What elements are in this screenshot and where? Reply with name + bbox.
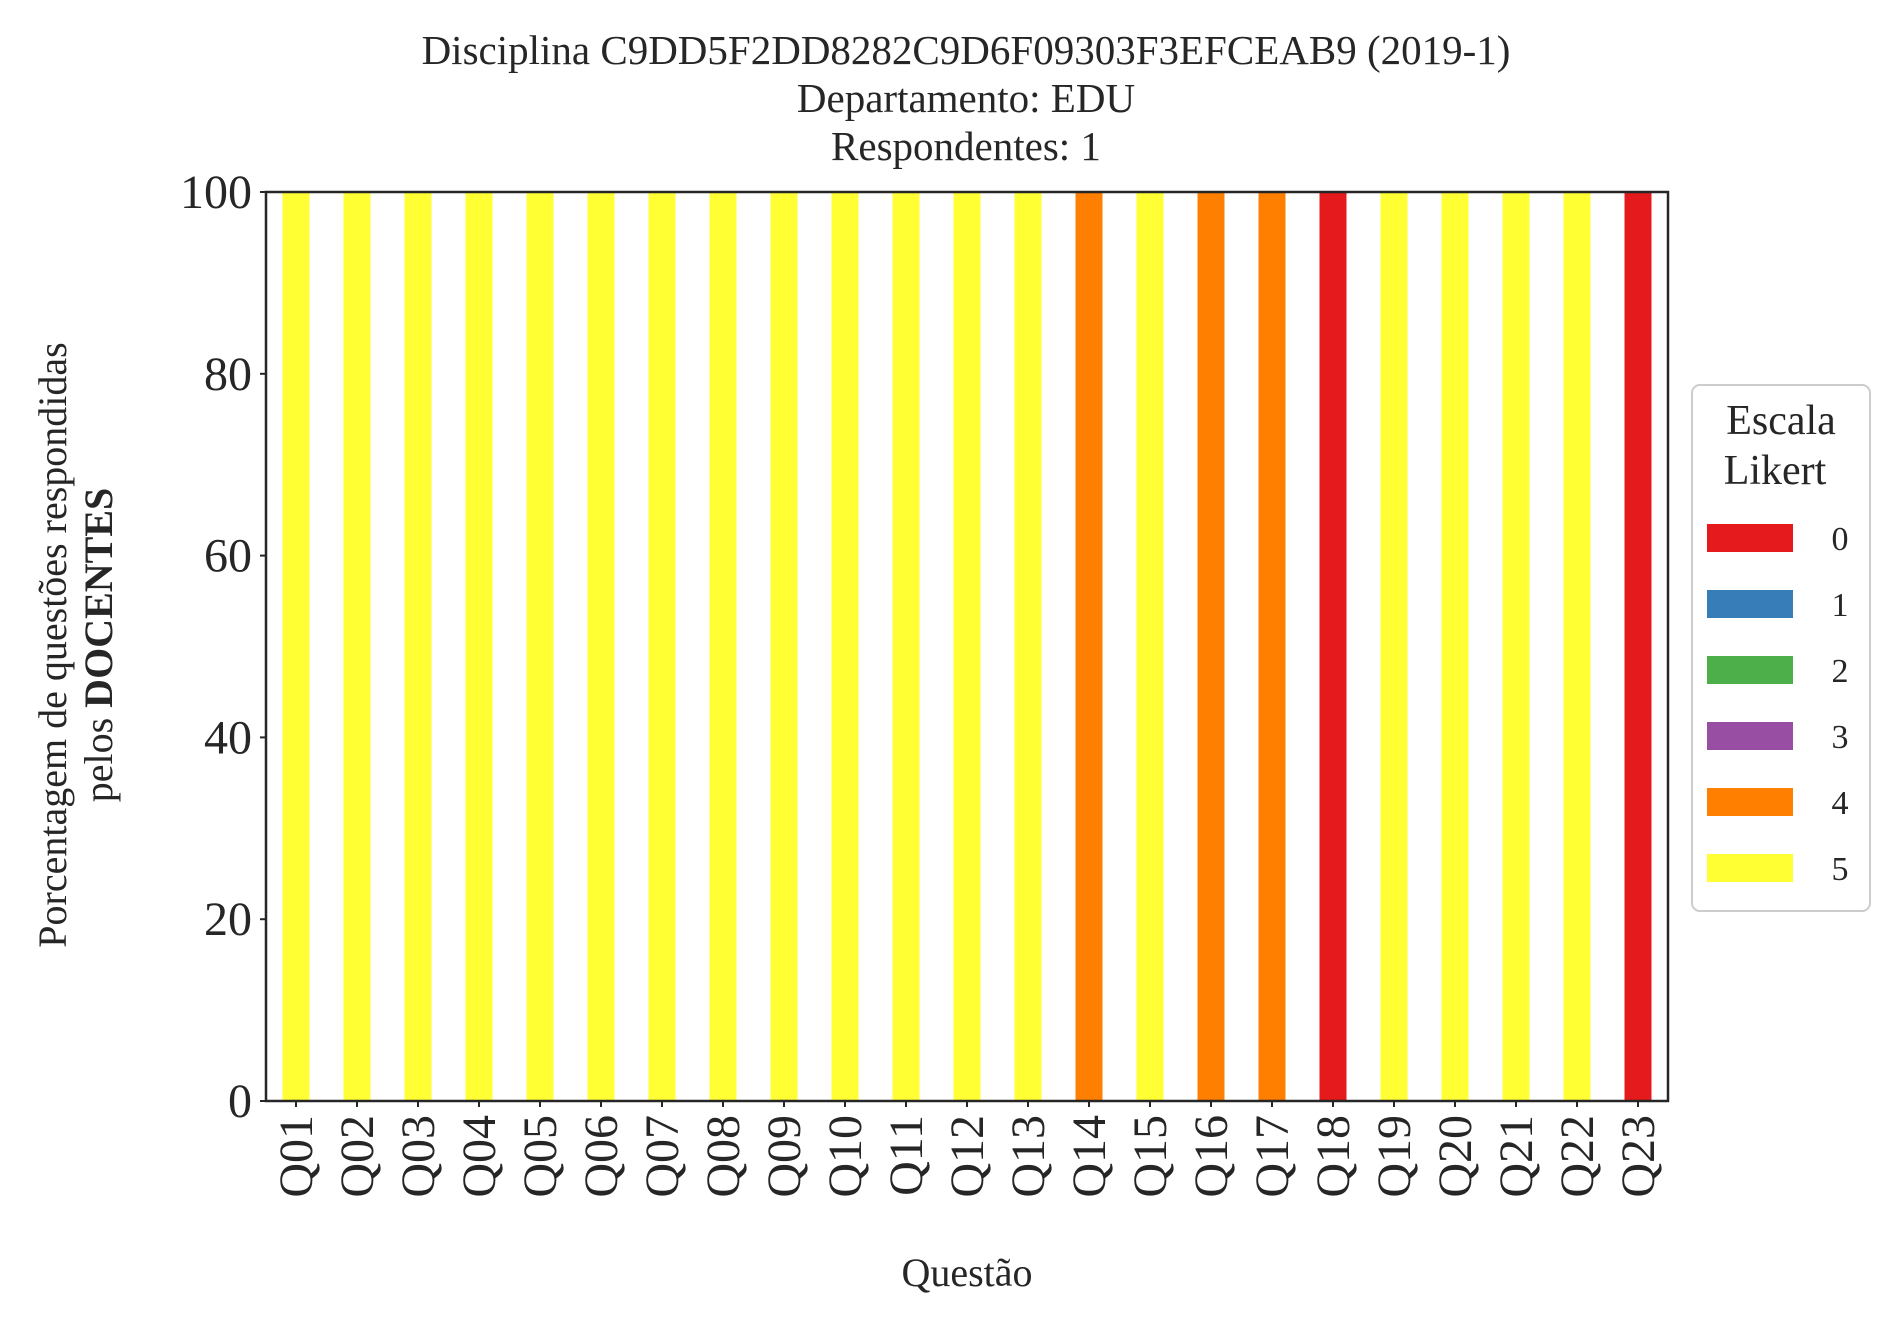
x-tick-label-Q19: Q19 — [1368, 1115, 1421, 1198]
x-tick-label-Q18: Q18 — [1307, 1115, 1360, 1198]
x-tick-label-Q17: Q17 — [1246, 1115, 1299, 1198]
bar-Q01-scale-5 — [282, 192, 310, 1101]
legend-swatch-5 — [1707, 854, 1793, 882]
bar-Q10-scale-5 — [831, 192, 859, 1101]
bar-Q23-scale-0 — [1624, 192, 1652, 1101]
bar-Q05-scale-5 — [526, 192, 554, 1101]
bar-Q04-scale-5 — [465, 192, 493, 1101]
x-axis-ticks: Q01 Q02 Q03 Q04 Q05 Q06 Q07 Q08 Q09 Q10 Q11 Q12 Q13 Q… — [270, 1101, 1665, 1198]
legend-label-4: 4 — [1832, 785, 1849, 822]
x-tick-label-Q23: Q23 — [1612, 1115, 1665, 1198]
bar-Q06-scale-5 — [587, 192, 615, 1101]
x-tick-label-Q16: Q16 — [1185, 1115, 1238, 1198]
bar-Q03-scale-5 — [404, 192, 432, 1101]
legend-swatch-4 — [1707, 788, 1793, 816]
legend-label-3: 3 — [1832, 719, 1849, 756]
x-tick-label-Q20: Q20 — [1429, 1115, 1482, 1198]
bar-Q17-scale-4 — [1258, 192, 1286, 1101]
legend-title-line-2: Likert — [1724, 448, 1827, 494]
x-tick-label-Q12: Q12 — [941, 1115, 994, 1198]
y-axis-label: Porcentagem de questões respondidas pelo… — [30, 342, 121, 947]
legend-frame — [1691, 384, 1871, 912]
legend-label-5: 5 — [1832, 851, 1849, 888]
legend-title-line-1: Escala — [1726, 398, 1836, 444]
x-tick-label-Q21: Q21 — [1490, 1115, 1543, 1198]
y-tick-label-40: 40 — [204, 711, 252, 764]
x-tick-label-Q14: Q14 — [1063, 1115, 1116, 1198]
bar-Q13-scale-5 — [1014, 192, 1042, 1101]
x-tick-label-Q06: Q06 — [575, 1115, 628, 1198]
bar-Q14-scale-4 — [1075, 192, 1103, 1101]
x-tick-label-Q08: Q08 — [697, 1115, 750, 1198]
x-tick-label-Q04: Q04 — [453, 1115, 506, 1198]
y-axis-label-line-1: Porcentagem de questões respondidas — [30, 342, 75, 947]
legend-swatch-2 — [1707, 656, 1793, 684]
legend-items: 0 1 2 3 4 5 — [1707, 521, 1849, 888]
y-tick-label-100: 100 — [180, 166, 252, 219]
y-axis-label-bold: DOCENTES — [76, 488, 121, 708]
x-tick-label-Q22: Q22 — [1551, 1115, 1604, 1198]
bar-Q15-scale-5 — [1136, 192, 1164, 1101]
chart-title-line-2: Departamento: EDU — [797, 75, 1135, 121]
bar-Q18-scale-0 — [1319, 192, 1347, 1101]
x-axis-label: Questão — [901, 1250, 1032, 1295]
legend-swatch-1 — [1707, 590, 1793, 618]
x-tick-label-Q11: Q11 — [880, 1115, 933, 1196]
x-tick-label-Q03: Q03 — [392, 1115, 445, 1198]
y-axis-label-prefix: pelos — [76, 708, 121, 802]
y-tick-label-0: 0 — [228, 1075, 252, 1128]
bar-Q22-scale-5 — [1563, 192, 1591, 1101]
chart-title-line-1: Disciplina C9DD5F2DD8282C9D6F09303F3EFCE… — [422, 27, 1511, 73]
x-tick-label-Q07: Q07 — [636, 1115, 689, 1198]
y-tick-label-80: 80 — [204, 348, 252, 401]
legend-swatch-3 — [1707, 722, 1793, 750]
legend-label-1: 1 — [1832, 587, 1849, 624]
x-tick-label-Q02: Q02 — [331, 1115, 384, 1198]
bar-Q19-scale-5 — [1380, 192, 1408, 1101]
legend: Escala Likert 0 1 2 3 4 5 — [1691, 384, 1871, 912]
x-tick-label-Q01: Q01 — [270, 1115, 323, 1198]
y-tick-label-20: 20 — [204, 893, 252, 946]
x-tick-label-Q05: Q05 — [514, 1115, 567, 1198]
legend-swatch-0 — [1707, 524, 1793, 552]
bar-Q21-scale-5 — [1502, 192, 1530, 1101]
x-tick-label-Q15: Q15 — [1124, 1115, 1177, 1198]
bar-Q09-scale-5 — [770, 192, 798, 1101]
y-tick-label-60: 60 — [204, 530, 252, 583]
x-tick-label-Q13: Q13 — [1002, 1115, 1055, 1198]
bar-Q20-scale-5 — [1441, 192, 1469, 1101]
legend-label-2: 2 — [1832, 653, 1849, 690]
x-tick-label-Q10: Q10 — [819, 1115, 872, 1198]
bars — [282, 192, 1652, 1101]
x-tick-label-Q09: Q09 — [758, 1115, 811, 1198]
bar-Q12-scale-5 — [953, 192, 981, 1101]
legend-label-0: 0 — [1832, 521, 1849, 558]
bar-Q07-scale-5 — [648, 192, 676, 1101]
chart-title: Disciplina C9DD5F2DD8282C9D6F09303F3EFCE… — [422, 27, 1511, 169]
bar-Q11-scale-5 — [892, 192, 920, 1101]
bar-Q08-scale-5 — [709, 192, 737, 1101]
chart-title-line-3: Respondentes: 1 — [831, 123, 1101, 169]
bar-Q02-scale-5 — [343, 192, 371, 1101]
bar-Q16-scale-4 — [1197, 192, 1225, 1101]
y-axis-label-line-2: pelos DOCENTES — [76, 488, 121, 803]
y-axis-ticks: 0 20 40 60 80 100 — [180, 166, 266, 1128]
plot-frame — [264, 190, 1670, 1103]
